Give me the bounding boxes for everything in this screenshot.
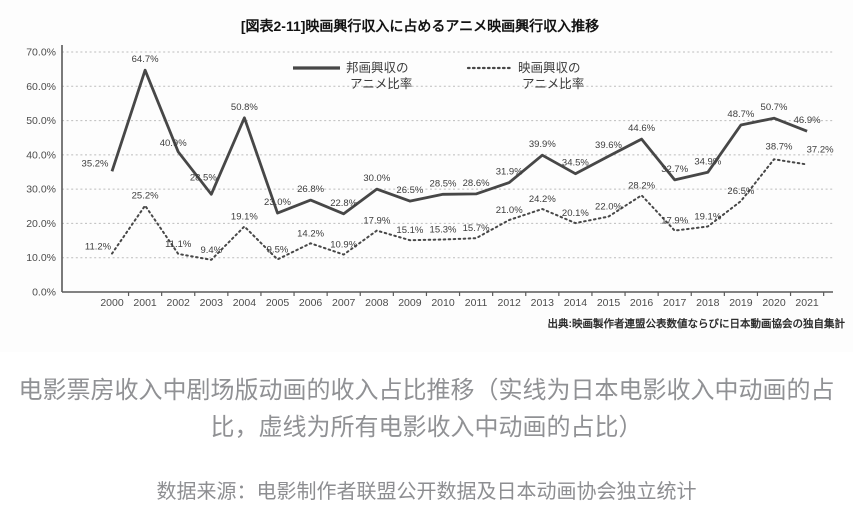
data-label: 64.7%	[132, 54, 159, 65]
x-tick-label: 2012	[498, 297, 522, 309]
data-label: 44.6%	[628, 123, 655, 134]
data-label: 40.9%	[160, 138, 187, 149]
data-label: 37.2%	[807, 144, 834, 155]
data-label: 50.8%	[231, 102, 258, 113]
data-label: 19.1%	[694, 212, 721, 223]
data-label: 28.5%	[190, 172, 217, 183]
x-tick-label: 2008	[365, 297, 389, 309]
data-label: 11.2%	[85, 242, 112, 253]
data-label: 38.7%	[766, 141, 793, 152]
x-tick-label: 2004	[233, 297, 257, 309]
x-tick-label: 2018	[696, 297, 720, 309]
data-label: 28.5%	[430, 178, 457, 189]
data-label: 30.0%	[363, 173, 390, 184]
chart-canvas: [図表2-11]映画興行収入に占めるアニメ映画興行収入推移 0.0% 10.0% 20…	[26, 18, 846, 330]
data-label: 26.8%	[297, 184, 324, 195]
x-tick-label: 2000	[100, 297, 124, 309]
data-label: 20.1%	[562, 208, 589, 219]
y-tick-label: 40.0%	[26, 149, 56, 161]
x-tick-label: 2006	[299, 297, 323, 309]
x-tick-label: 2021	[795, 297, 819, 309]
data-label: 22.8%	[330, 198, 357, 209]
y-tick-label: 30.0%	[26, 184, 56, 196]
data-label: 15.3%	[430, 225, 457, 236]
series-line-solid	[110, 68, 808, 216]
data-source-caption: 数据来源：电影制作者联盟公开数据及日本动画协会独立统计	[156, 481, 697, 503]
data-label: 34.9%	[694, 156, 721, 167]
data-label: 26.5%	[727, 186, 754, 197]
x-tick-label: 2010	[431, 297, 455, 309]
x-tick-label: 2001	[133, 297, 157, 309]
data-label: 28.6%	[463, 178, 490, 189]
y-tick-label: 20.0%	[26, 218, 56, 230]
data-label: 50.7%	[761, 102, 788, 113]
x-tick-label: 2011	[465, 297, 488, 309]
data-label: 17.9%	[363, 216, 390, 227]
y-tick-label: 0.0%	[32, 287, 56, 299]
chart-caption-line2: 比，虚线为所有电影收入中动画的占比）	[210, 414, 643, 441]
legend-label: 邦画興収の	[346, 61, 409, 75]
data-label: 11.1%	[165, 239, 192, 250]
x-tick-label: 2013	[531, 297, 555, 309]
legend-label: アニメ比率	[350, 76, 412, 91]
data-label: 24.2%	[529, 194, 556, 205]
legend-label: アニメ比率	[522, 76, 584, 91]
data-label: 9.4%	[200, 245, 222, 256]
x-tick-label: 2016	[630, 297, 654, 309]
data-label: 39.6%	[595, 140, 622, 151]
data-label: 39.9%	[529, 139, 556, 150]
data-label: 46.9%	[794, 115, 821, 126]
anime-share-chart: [図表2-11]映画興行収入に占めるアニメ映画興行収入推移 0.0% 10.0% 20…	[26, 18, 846, 330]
x-tick-label: 2015	[597, 297, 621, 309]
x-tick-label: 2009	[398, 297, 422, 309]
data-label: 35.2%	[82, 158, 109, 169]
data-label: 23.0%	[264, 197, 291, 208]
chart-source-note: 出典:映画製作者連盟公表数値ならびに日本動画協会の独自集計	[548, 317, 846, 330]
y-tick-label: 60.0%	[26, 81, 56, 93]
chart-caption: 电影票房收入中剧场版动画的收入占比推移（实线为日本电影收入中动画的占 比，虚线为所…	[4, 372, 849, 446]
data-label: 10.9%	[330, 240, 357, 251]
data-label: 14.2%	[297, 228, 324, 239]
y-tick-label: 10.0%	[26, 252, 56, 264]
y-tick-label: 50.0%	[26, 115, 56, 127]
x-tick-label: 2019	[729, 297, 753, 309]
y-tick-label: 70.0%	[26, 47, 56, 59]
data-label: 15.1%	[396, 225, 423, 236]
series-line-dotted	[111, 158, 809, 261]
data-label: 28.2%	[628, 180, 655, 191]
x-tick-label: 2017	[663, 297, 687, 309]
data-label: 48.7%	[727, 109, 754, 120]
x-tick-label: 2014	[564, 297, 588, 309]
data-label: 26.5%	[396, 185, 423, 196]
x-tick-label: 2003	[200, 297, 224, 309]
x-tick-label: 2007	[332, 297, 356, 309]
data-label: 17.9%	[661, 216, 688, 227]
x-tick-label: 2020	[762, 297, 786, 309]
x-tick-label: 2005	[266, 297, 290, 309]
chart-caption-line1: 电影票房收入中剧场版动画的收入占比推移（实线为日本电影收入中动画的占	[18, 377, 835, 404]
data-label: 31.9%	[496, 167, 523, 178]
data-label: 32.7%	[661, 164, 688, 175]
data-label: 25.2%	[132, 191, 159, 202]
data-label: 19.1%	[231, 212, 258, 223]
data-label: 34.5%	[562, 158, 589, 169]
data-label: 15.7%	[463, 223, 490, 234]
chart-title: [図表2-11]映画興行収入に占めるアニメ映画興行収入推移	[241, 18, 599, 34]
x-tick-label: 2002	[167, 297, 191, 309]
data-label: 21.0%	[496, 205, 523, 216]
data-label: 22.0%	[595, 202, 622, 213]
legend-label: 映画興収の	[518, 61, 581, 75]
data-label: 9.5%	[267, 244, 289, 255]
